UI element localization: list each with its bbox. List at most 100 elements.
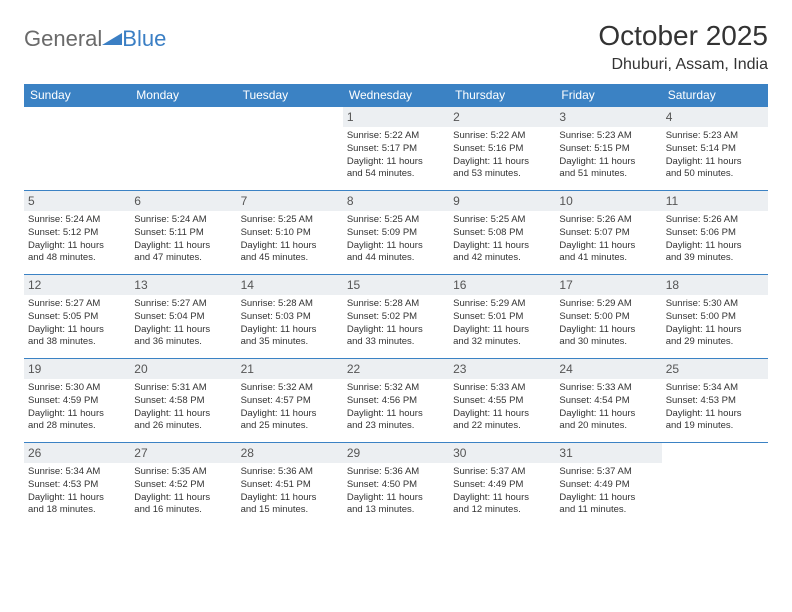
day-info: Sunrise: 5:34 AMSunset: 4:53 PMDaylight:… <box>28 466 126 517</box>
sunrise-text: Sunrise: 5:31 AM <box>134 382 232 395</box>
day-number: 24 <box>555 359 661 379</box>
daylight-line2: and 22 minutes. <box>453 420 551 433</box>
day-info: Sunrise: 5:26 AMSunset: 5:06 PMDaylight:… <box>666 214 764 265</box>
sunset-text: Sunset: 5:07 PM <box>559 227 657 240</box>
day-info: Sunrise: 5:30 AMSunset: 4:59 PMDaylight:… <box>28 382 126 433</box>
sunrise-text: Sunrise: 5:28 AM <box>241 298 339 311</box>
calendar-day-cell: 3Sunrise: 5:23 AMSunset: 5:15 PMDaylight… <box>555 107 661 191</box>
daylight-line2: and 48 minutes. <box>28 252 126 265</box>
day-number: 29 <box>343 443 449 463</box>
calendar-day-cell: 5Sunrise: 5:24 AMSunset: 5:12 PMDaylight… <box>24 191 130 275</box>
day-number: 2 <box>449 107 555 127</box>
sunset-text: Sunset: 4:56 PM <box>347 395 445 408</box>
daylight-line1: Daylight: 11 hours <box>347 324 445 337</box>
daylight-line2: and 16 minutes. <box>134 504 232 517</box>
daylight-line1: Daylight: 11 hours <box>134 408 232 421</box>
day-info: Sunrise: 5:27 AMSunset: 5:04 PMDaylight:… <box>134 298 232 349</box>
daylight-line1: Daylight: 11 hours <box>241 408 339 421</box>
calendar-day-cell: 18Sunrise: 5:30 AMSunset: 5:00 PMDayligh… <box>662 275 768 359</box>
daylight-line1: Daylight: 11 hours <box>241 324 339 337</box>
daylight-line1: Daylight: 11 hours <box>559 408 657 421</box>
daylight-line2: and 12 minutes. <box>453 504 551 517</box>
day-info: Sunrise: 5:31 AMSunset: 4:58 PMDaylight:… <box>134 382 232 433</box>
daylight-line1: Daylight: 11 hours <box>453 492 551 505</box>
calendar-day-cell: 28Sunrise: 5:36 AMSunset: 4:51 PMDayligh… <box>237 443 343 527</box>
weekday-header: Tuesday <box>237 84 343 107</box>
sunset-text: Sunset: 4:51 PM <box>241 479 339 492</box>
sunrise-text: Sunrise: 5:34 AM <box>28 466 126 479</box>
calendar-week-row: 1Sunrise: 5:22 AMSunset: 5:17 PMDaylight… <box>24 107 768 191</box>
daylight-line1: Daylight: 11 hours <box>559 324 657 337</box>
sunset-text: Sunset: 5:06 PM <box>666 227 764 240</box>
calendar-day-cell: 29 Sunrise: 5:36 AMSunset: 4:50 PMDayligh… <box>343 443 449 527</box>
day-number: 28 <box>237 443 343 463</box>
day-info: Sunrise: 5:37 AMSunset: 4:49 PMDaylight:… <box>559 466 657 517</box>
daylight-line2: and 23 minutes. <box>347 420 445 433</box>
weekday-header: Thursday <box>449 84 555 107</box>
sunrise-text: Sunrise: 5:26 AM <box>666 214 764 227</box>
daylight-line2: and 13 minutes. <box>347 504 445 517</box>
day-info: Sunrise: 5:25 AMSunset: 5:10 PMDaylight:… <box>241 214 339 265</box>
calendar-day-cell: 1Sunrise: 5:22 AMSunset: 5:17 PMDaylight… <box>343 107 449 191</box>
daylight-line2: and 15 minutes. <box>241 504 339 517</box>
daylight-line1: Daylight: 11 hours <box>241 240 339 253</box>
day-info: Sunrise: 5:34 AMSunset: 4:53 PMDaylight:… <box>666 382 764 433</box>
calendar-day-cell: 7Sunrise: 5:25 AMSunset: 5:10 PMDaylight… <box>237 191 343 275</box>
daylight-line2: and 39 minutes. <box>666 252 764 265</box>
daylight-line1: Daylight: 11 hours <box>453 324 551 337</box>
calendar-day-cell: 12Sunrise: 5:27 AMSunset: 5:05 PMDayligh… <box>24 275 130 359</box>
sunrise-text: Sunrise: 5:24 AM <box>134 214 232 227</box>
daylight-line2: and 26 minutes. <box>134 420 232 433</box>
calendar-day-cell: 2Sunrise: 5:22 AMSunset: 5:16 PMDaylight… <box>449 107 555 191</box>
calendar-day-cell: 9Sunrise: 5:25 AMSunset: 5:08 PMDaylight… <box>449 191 555 275</box>
calendar-day-cell: 24Sunrise: 5:33 AMSunset: 4:54 PMDayligh… <box>555 359 661 443</box>
sunrise-text: Sunrise: 5:27 AM <box>134 298 232 311</box>
calendar-day-cell: 16Sunrise: 5:29 AMSunset: 5:01 PMDayligh… <box>449 275 555 359</box>
calendar-day-cell <box>24 107 130 191</box>
month-title: October 2025 <box>598 20 768 52</box>
daylight-line2: and 29 minutes. <box>666 336 764 349</box>
sunset-text: Sunset: 4:49 PM <box>453 479 551 492</box>
day-number: 19 <box>24 359 130 379</box>
calendar-day-cell <box>237 107 343 191</box>
daylight-line2: and 36 minutes. <box>134 336 232 349</box>
daylight-line1: Daylight: 11 hours <box>347 408 445 421</box>
weekday-header: Saturday <box>662 84 768 107</box>
daylight-line2: and 20 minutes. <box>559 420 657 433</box>
sunrise-text: Sunrise: 5:29 AM <box>453 298 551 311</box>
sunrise-text: Sunrise: 5:35 AM <box>134 466 232 479</box>
sunrise-text: Sunrise: 5:33 AM <box>453 382 551 395</box>
sunrise-text: Sunrise: 5:27 AM <box>28 298 126 311</box>
sunset-text: Sunset: 5:04 PM <box>134 311 232 324</box>
daylight-line2: and 25 minutes. <box>241 420 339 433</box>
day-number: 18 <box>662 275 768 295</box>
calendar-day-cell <box>130 107 236 191</box>
calendar-day-cell: 10Sunrise: 5:26 AMSunset: 5:07 PMDayligh… <box>555 191 661 275</box>
sunrise-text: Sunrise: 5:37 AM <box>453 466 551 479</box>
calendar-week-row: 26Sunrise: 5:34 AMSunset: 4:53 PMDayligh… <box>24 443 768 527</box>
calendar-week-row: 12Sunrise: 5:27 AMSunset: 5:05 PMDayligh… <box>24 275 768 359</box>
sunset-text: Sunset: 4:50 PM <box>347 479 445 492</box>
daylight-line1: Daylight: 11 hours <box>347 240 445 253</box>
day-number: 10 <box>555 191 661 211</box>
daylight-line1: Daylight: 11 hours <box>559 240 657 253</box>
daylight-line2: and 28 minutes. <box>28 420 126 433</box>
sunrise-text: Sunrise: 5:23 AM <box>666 130 764 143</box>
logo-text-blue: Blue <box>122 26 166 52</box>
calendar-day-cell: 8Sunrise: 5:25 AMSunset: 5:09 PMDaylight… <box>343 191 449 275</box>
daylight-line1: Daylight: 11 hours <box>28 324 126 337</box>
daylight-line1: Daylight: 11 hours <box>347 492 445 505</box>
daylight-line2: and 33 minutes. <box>347 336 445 349</box>
day-number: 27 <box>130 443 236 463</box>
sunrise-text: Sunrise: 5:36 AM <box>347 466 445 479</box>
day-info: Sunrise: 5:32 AMSunset: 4:57 PMDaylight:… <box>241 382 339 433</box>
day-info: Sunrise: 5:23 AMSunset: 5:15 PMDaylight:… <box>559 130 657 181</box>
day-info: Sunrise: 5:27 AMSunset: 5:05 PMDaylight:… <box>28 298 126 349</box>
daylight-line1: Daylight: 11 hours <box>453 240 551 253</box>
daylight-line1: Daylight: 11 hours <box>666 240 764 253</box>
sunrise-text: Sunrise: 5:36 AM <box>241 466 339 479</box>
calendar-day-cell: 17Sunrise: 5:29 AMSunset: 5:00 PMDayligh… <box>555 275 661 359</box>
calendar-day-cell: 19 Sunrise: 5:30 AMSunset: 4:59 PMDayligh… <box>24 359 130 443</box>
day-number: 6 <box>130 191 236 211</box>
title-block: October 2025 Dhuburi, Assam, India <box>598 20 768 74</box>
